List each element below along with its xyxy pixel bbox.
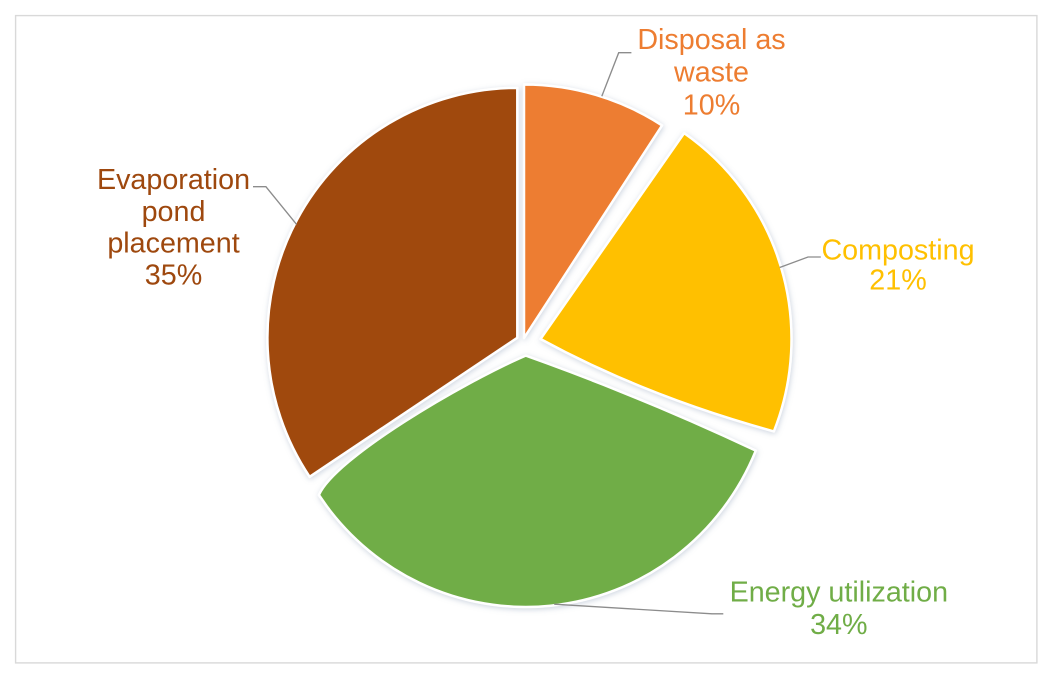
svg-text:10%: 10% [683,89,740,121]
svg-text:Evaporation: Evaporation [97,164,250,196]
svg-text:waste: waste [673,57,749,89]
svg-text:Energy utilization: Energy utilization [730,576,948,608]
svg-text:Disposal as: Disposal as [637,24,785,56]
svg-text:21%: 21% [869,265,926,297]
svg-text:Composting: Composting [821,235,974,267]
svg-text:35%: 35% [145,259,202,291]
svg-text:pond: pond [142,196,206,228]
svg-text:34%: 34% [810,609,867,641]
svg-text:placement: placement [107,228,239,260]
